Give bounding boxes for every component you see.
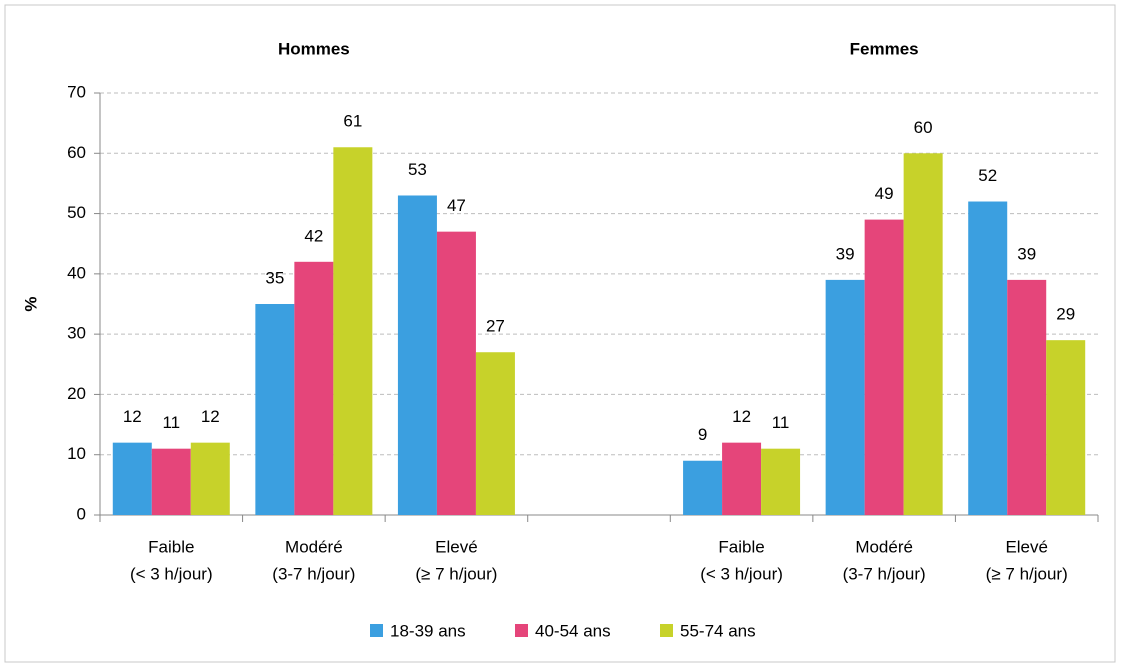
y-tick-label: 70 — [67, 82, 86, 101]
x-tick-label: (≥ 7 h/jour) — [415, 564, 497, 583]
bar — [722, 442, 762, 515]
y-tick-label: 10 — [67, 444, 86, 463]
bar — [475, 352, 515, 515]
legend-label: 40-54 ans — [535, 621, 611, 640]
bar — [112, 442, 152, 515]
legend-swatch — [515, 624, 528, 637]
bar — [397, 195, 437, 515]
bar — [1046, 340, 1086, 515]
bar — [255, 304, 295, 515]
y-tick-label: 30 — [67, 324, 86, 343]
bar — [294, 261, 334, 515]
value-label: 29 — [1056, 305, 1075, 324]
x-tick-label: Modéré — [285, 537, 343, 556]
bar — [190, 442, 230, 515]
y-axis-label: % — [21, 296, 40, 311]
x-tick-label: (< 3 h/jour) — [130, 564, 213, 583]
value-label: 35 — [265, 268, 284, 287]
bar — [761, 448, 801, 515]
value-label: 49 — [875, 184, 894, 203]
value-label: 12 — [123, 407, 142, 426]
bar — [825, 279, 865, 515]
bar — [1007, 279, 1047, 515]
value-label: 61 — [343, 112, 362, 131]
bar — [864, 219, 904, 515]
value-label: 27 — [486, 317, 505, 336]
group-title: Hommes — [278, 39, 350, 58]
x-tick-label: (3-7 h/jour) — [843, 564, 926, 583]
y-tick-label: 40 — [67, 263, 86, 282]
value-label: 11 — [162, 413, 180, 432]
frame — [4, 4, 1116, 663]
value-label: 12 — [732, 407, 751, 426]
x-tick-label: Faible — [718, 537, 764, 556]
value-label: 52 — [978, 166, 997, 185]
y-tick-label: 20 — [67, 384, 86, 403]
x-tick-label: Elevé — [435, 537, 478, 556]
value-label: 60 — [914, 118, 933, 137]
x-tick-label: Modéré — [855, 537, 913, 556]
y-tick-label: 60 — [67, 143, 86, 162]
x-tick-label: Elevé — [1005, 537, 1048, 556]
bar — [436, 231, 476, 515]
x-tick-label: Faible — [148, 537, 194, 556]
value-label: 39 — [1017, 244, 1036, 263]
bar — [683, 460, 723, 515]
x-tick-label: (< 3 h/jour) — [700, 564, 783, 583]
x-tick-label: (≥ 7 h/jour) — [986, 564, 1068, 583]
bar — [968, 201, 1008, 515]
value-label: 47 — [447, 196, 466, 215]
bar — [333, 147, 373, 515]
value-label: 39 — [836, 244, 855, 263]
value-label: 9 — [698, 425, 707, 444]
bar — [903, 153, 943, 516]
bar — [151, 448, 191, 515]
legend-label: 55-74 ans — [680, 621, 756, 640]
legend-swatch — [370, 624, 383, 637]
value-label: 42 — [304, 226, 323, 245]
x-tick-label: (3-7 h/jour) — [272, 564, 355, 583]
legend-label: 18-39 ans — [390, 621, 466, 640]
group-title: Femmes — [850, 39, 919, 58]
y-tick-label: 50 — [67, 203, 86, 222]
value-label: 12 — [201, 407, 220, 426]
legend-swatch — [660, 624, 673, 637]
value-label: 53 — [408, 160, 427, 179]
value-label: 11 — [772, 413, 790, 432]
y-tick-label: 0 — [77, 504, 86, 523]
